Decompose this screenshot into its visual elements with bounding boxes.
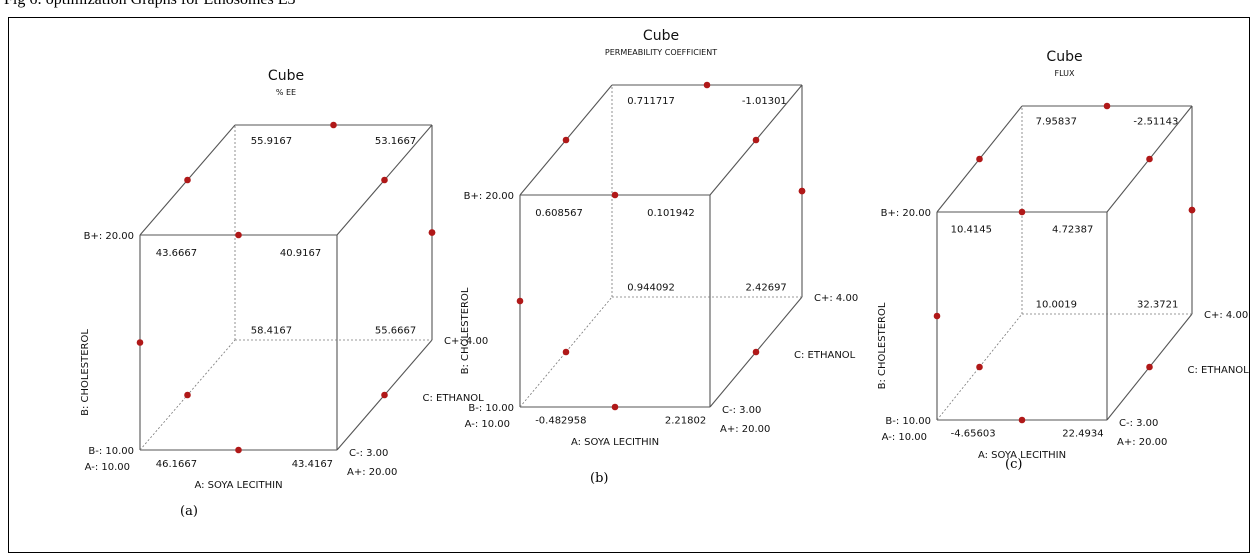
design-point [330,121,337,129]
factor-c-name: C: ETHANOL [423,393,485,404]
factor-b-high: B+: 20.00 [84,231,134,242]
factor-b-name: B: CHOLESTEROL [80,329,91,416]
factor-a-high: A+: 20.00 [720,424,770,435]
design-point [752,348,760,356]
design-point [562,136,570,144]
corner-value: 2.21802 [665,416,706,427]
factor-c-name: C: ETHANOL [794,350,856,361]
design-point [381,391,388,399]
factor-c-name: C: ETHANOL [1188,365,1250,376]
chart-title: Cube [1046,49,1082,65]
chart-title: Cube [268,68,304,84]
corner-value: -1.01301 [742,96,787,107]
factor-b-name: B: CHOLESTEROL [460,287,471,374]
cube-hidden-edge [936,313,1023,421]
design-point [428,229,436,236]
corner-value: 43.4167 [292,459,333,470]
cube-svg: Cube FLUX -4.65603 22.4934 10.4145 4.72387 10.… [877,49,1249,472]
corner-value: 55.6667 [375,325,416,336]
chart-subtitle: % EE [276,88,296,97]
design-point [752,136,760,144]
factor-c-high: C+: 4.00 [1204,310,1248,321]
factor-b-low: B-: 10.00 [468,403,514,414]
factor-c-low: C-: 3.00 [349,448,388,459]
design-point [611,191,619,199]
factor-b-low: B-: 10.00 [88,446,134,457]
chart-title: Cube [643,28,679,44]
factor-a-name: A: SOYA LECITHIN [194,480,282,491]
corner-value: 4.72387 [1052,225,1093,236]
design-point [976,363,983,371]
design-point [933,312,941,320]
factor-b-high: B+: 20.00 [464,191,514,202]
corner-value: 2.42697 [745,282,786,293]
corner-value: 46.1667 [156,459,197,470]
design-point [235,231,242,239]
design-point [136,339,144,346]
corner-value: 0.711717 [627,96,675,107]
design-point [1018,208,1026,216]
factor-a-name: A: SOYA LECITHIN [571,437,659,448]
factor-c-high: C+: 4.00 [814,293,858,304]
corner-value: 32.3721 [1137,300,1178,311]
panel-label: (b) [590,471,608,486]
corner-value: 10.4145 [951,225,992,236]
figure-caption: Fig 6: optimization Graphs for Ethosomes… [4,0,296,9]
design-point [1018,416,1026,424]
design-point [1146,363,1153,371]
corner-value: 10.0019 [1036,300,1077,311]
factor-a-high: A+: 20.00 [1117,437,1167,448]
corner-value: 0.944092 [627,282,675,293]
design-point [235,446,242,454]
cube-svg: Cube % EE 46.1667 43.4167 43.6667 40.9167 58.4… [80,68,488,519]
corner-value: 43.6667 [156,248,197,259]
corner-value: 0.608567 [535,208,583,219]
corner-value: 22.4934 [1062,428,1103,439]
cube-plot-b: Cube PERMEABILITY COEFFICIENT -0.482958 2.2… [440,28,858,520]
factor-b-high: B+: 20.00 [881,208,931,219]
factor-b-name: B: CHOLESTEROL [877,302,888,389]
design-point [1188,206,1196,214]
design-point [381,176,388,184]
design-point [976,155,983,163]
factor-a-low: A-: 10.00 [882,432,927,443]
factor-c-low: C-: 3.00 [1119,418,1158,429]
figure-frame [8,17,1250,553]
design-point [798,187,806,195]
factor-a-high: A+: 20.00 [347,467,397,478]
design-point [703,81,711,89]
corner-value: -2.51143 [1133,117,1178,128]
corner-value: 53.1667 [375,136,416,147]
panel-label: (a) [180,504,198,519]
design-point [516,297,524,305]
design-point [611,403,619,411]
design-point [184,176,191,184]
cube-plot-c: Cube FLUX -4.65603 22.4934 10.4145 4.72387 10.… [860,40,1249,520]
corner-value: 40.9167 [280,248,321,259]
corner-value: -4.65603 [951,428,996,439]
panel-label: (c) [1005,457,1022,472]
design-point [1146,155,1153,163]
design-point [1103,102,1111,110]
cube-plot-a: Cube % EE 46.1667 43.4167 43.6667 40.9167 58.4… [40,30,488,520]
factor-a-low: A-: 10.00 [465,419,510,430]
corner-value: -0.482958 [535,416,586,427]
design-point [562,348,570,356]
chart-subtitle: PERMEABILITY COEFFICIENT [605,48,717,57]
factor-a-low: A-: 10.00 [85,462,130,473]
cube-svg: Cube PERMEABILITY COEFFICIENT -0.482958 2.2… [460,28,858,486]
factor-c-high: C+: 4.00 [444,336,488,347]
corner-value: 55.9167 [251,136,292,147]
factor-a-name: A: SOYA LECITHIN [978,450,1066,461]
corner-value: 7.95837 [1036,117,1077,128]
factor-b-low: B-: 10.00 [885,416,931,427]
corner-value: 0.101942 [647,208,695,219]
factor-c-low: C-: 3.00 [722,405,761,416]
chart-subtitle: FLUX [1055,69,1076,78]
corner-value: 58.4167 [251,325,292,336]
design-point [184,391,191,399]
